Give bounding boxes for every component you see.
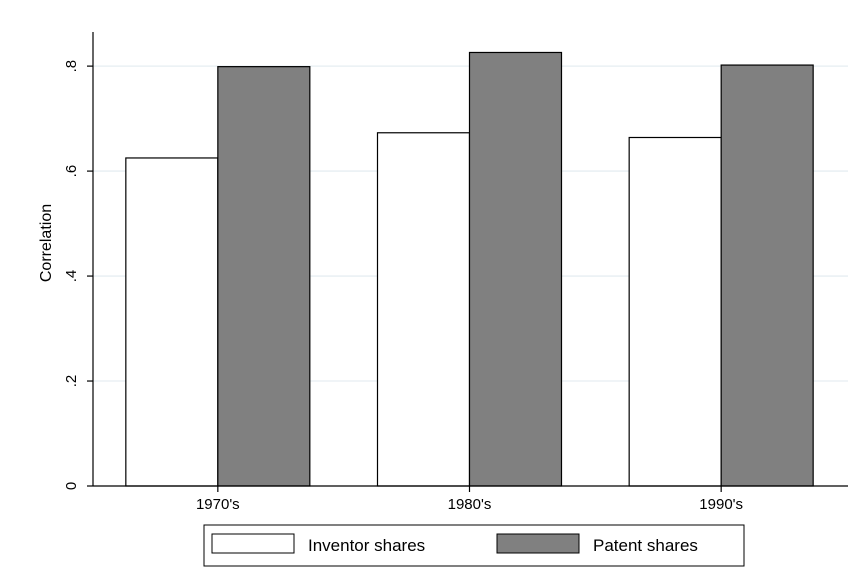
- bar-inventor-2: [628, 136, 722, 487]
- y-ticks: 0 .2 .4 .6 .8: [63, 60, 93, 490]
- bar-patent-2: [720, 64, 814, 487]
- bar-inventor-1: [376, 132, 471, 487]
- legend-label-patent: Patent shares: [593, 536, 698, 555]
- x-ticks: 1970's 1980's 1990's: [196, 486, 743, 513]
- x-tick-label-0: 1970's: [196, 496, 240, 513]
- y-axis-title: Correlation: [38, 204, 55, 282]
- y-tick-label-0: 0: [63, 482, 80, 490]
- legend-label-inventor: Inventor shares: [308, 536, 425, 555]
- legend-swatch-inventor: [211, 533, 295, 554]
- y-tick-label-4: .8: [63, 60, 80, 73]
- x-tick-label-1: 1980's: [448, 496, 492, 513]
- y-tick-label-3: .6: [63, 165, 80, 178]
- x-tick-label-2: 1990's: [699, 496, 743, 513]
- legend: Inventor shares Patent shares: [203, 524, 745, 567]
- y-tick-label-2: .4: [63, 270, 80, 283]
- bars: [125, 51, 814, 487]
- y-tick-label-1: .2: [63, 375, 80, 388]
- bar-inventor-0: [125, 157, 219, 487]
- legend-swatch-patent: [496, 533, 580, 554]
- bar-patent-1: [468, 51, 563, 487]
- bar-patent-0: [217, 66, 311, 487]
